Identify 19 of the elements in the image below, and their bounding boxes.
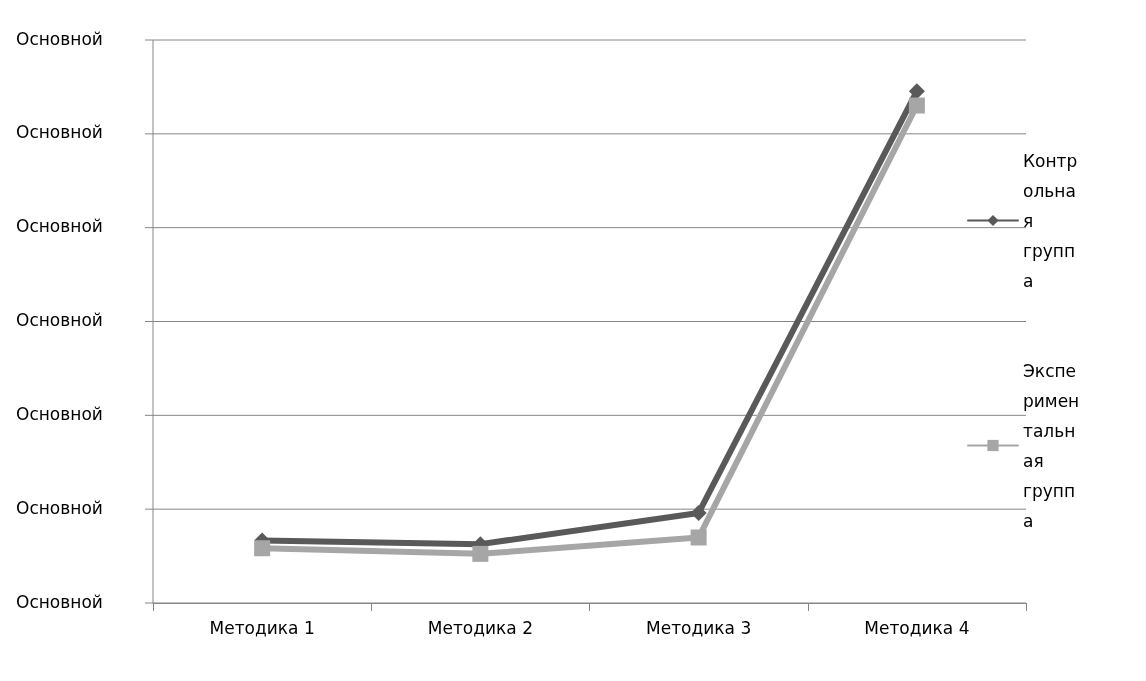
x-tick-label: Методика 4 xyxy=(864,617,970,638)
text: Основной xyxy=(16,497,103,518)
x-tick-label: Методика 2 xyxy=(427,617,533,638)
text: Основной xyxy=(16,310,103,330)
text: Основной xyxy=(16,403,103,424)
text: Основной xyxy=(16,216,103,237)
x-tick-label: Методика 3 xyxy=(646,617,752,638)
point xyxy=(690,504,707,521)
legend-label: Контрольная группа xyxy=(1023,150,1078,291)
point xyxy=(472,545,489,562)
point xyxy=(908,83,925,100)
point xyxy=(254,540,271,557)
x-tick-label: Методика 1 xyxy=(209,617,315,638)
point xyxy=(690,529,707,546)
text: Основной xyxy=(16,591,103,612)
point xyxy=(908,97,925,114)
text: Основной xyxy=(16,122,103,143)
legend-label: Экспериментальная группа xyxy=(1023,360,1080,531)
text: Основной xyxy=(16,28,103,49)
